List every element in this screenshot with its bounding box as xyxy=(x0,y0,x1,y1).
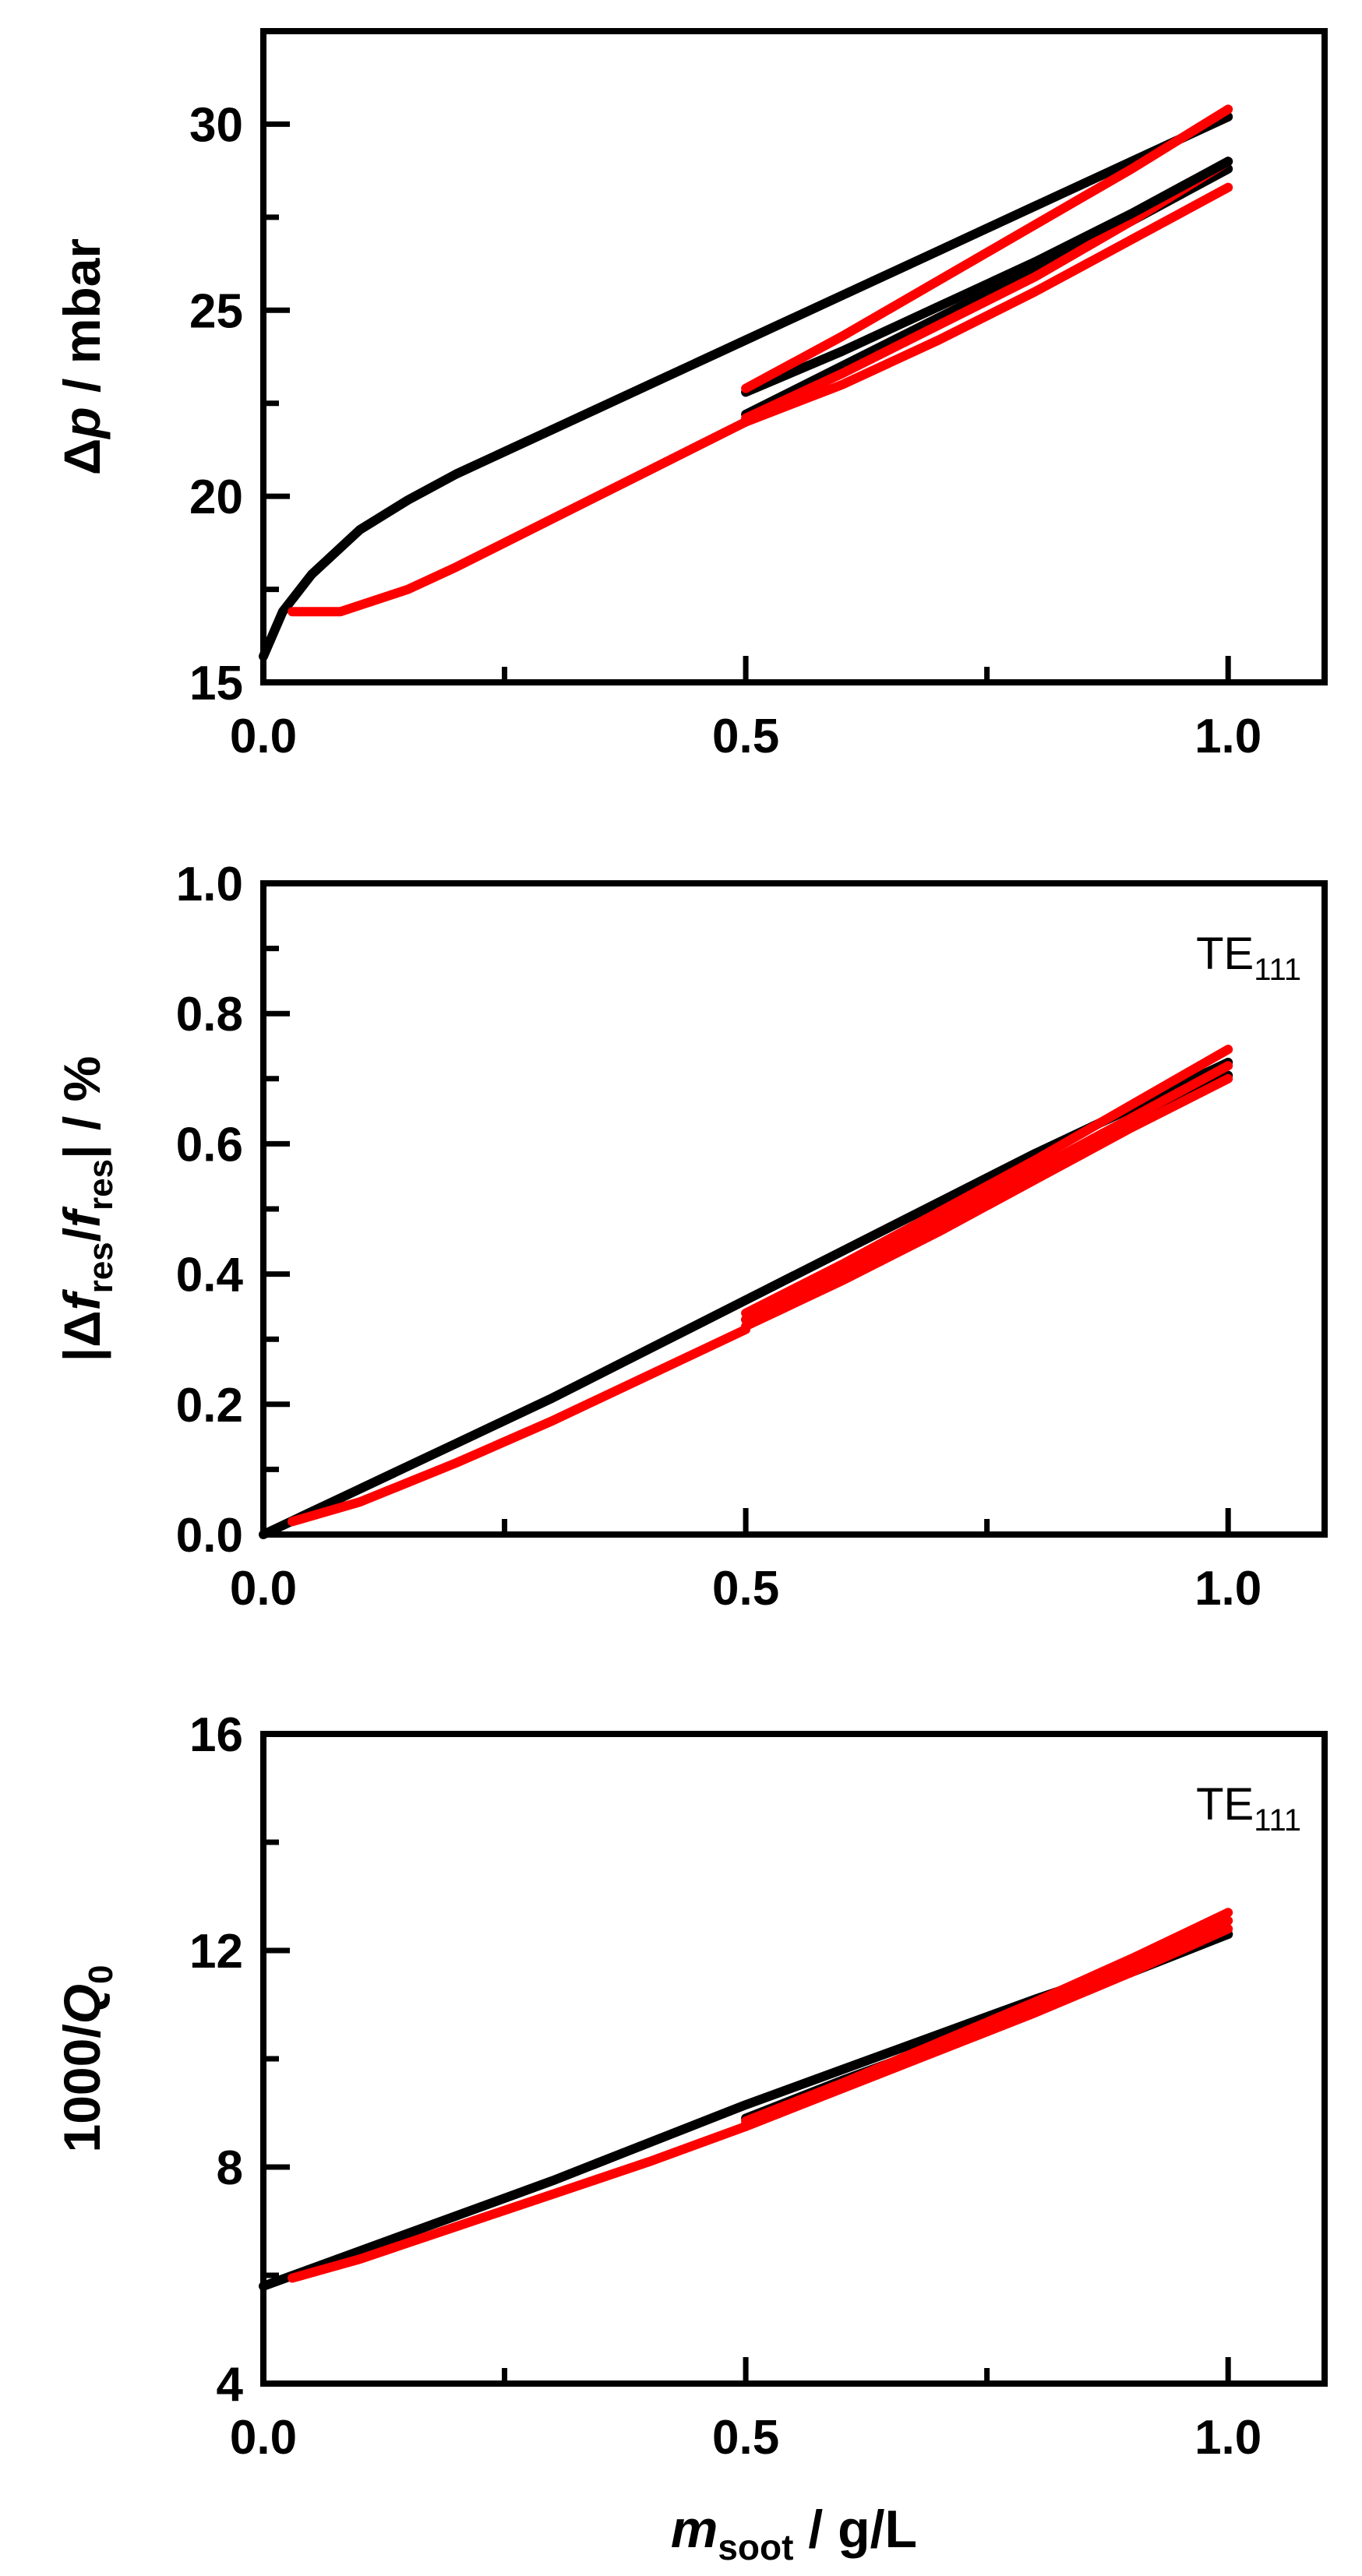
series-line-red-5 xyxy=(741,157,1233,423)
series-line-red-6 xyxy=(741,1908,1233,2126)
series-group xyxy=(259,104,1233,661)
x-ticks: 0.0 0.5 1.0 xyxy=(230,1508,1261,1616)
x-ticks: 0.0 0.5 1.0 xyxy=(230,2357,1261,2465)
chart-panel-3: 0.0 0.5 1.0 4 8 12 16 1000/Q0 TE111 msoot / g/L xyxy=(53,1708,1328,2567)
series-line-black-1 xyxy=(259,111,1233,661)
series-group xyxy=(259,1045,1233,1539)
y-axis-label: Δp / mbar xyxy=(53,238,111,475)
x-tick-label: 1.0 xyxy=(1194,1562,1261,1616)
x-tick-label: 0.5 xyxy=(712,1562,779,1616)
x-tick-label: 0.5 xyxy=(712,2411,779,2465)
y-tick-label: 20 xyxy=(189,470,243,524)
mode-annotation: TE111 xyxy=(1196,1779,1301,1838)
series-line-red-5 xyxy=(741,1061,1233,1325)
series-line-red-6 xyxy=(741,1045,1233,1318)
plot-frame xyxy=(260,1731,1328,2387)
x-tick-label: 1.0 xyxy=(1194,2411,1261,2465)
y-tick-label: 0.8 xyxy=(176,988,243,1041)
x-tick-label: 0.5 xyxy=(712,710,779,763)
y-tick-label: 30 xyxy=(189,98,243,152)
series-group xyxy=(259,1908,1233,2291)
series-line-red-2 xyxy=(288,1324,751,1527)
y-tick-label: 25 xyxy=(189,284,243,338)
x-ticks: 0.0 0.5 1.0 xyxy=(230,656,1261,763)
x-tick-label: 0.0 xyxy=(230,710,297,763)
y-tick-label: 1.0 xyxy=(176,858,243,911)
x-tick-label: 1.0 xyxy=(1194,710,1261,763)
chart-panel-2: 0.0 0.5 1.0 0.0 0.2 0.4 0.6 0.8 1.0 |Δfres/fres| … xyxy=(53,858,1328,1616)
y-tick-label: 0.2 xyxy=(176,1379,243,1432)
plot-frame xyxy=(260,880,1328,1538)
y-tick-label: 8 xyxy=(217,2141,243,2195)
plot-frame xyxy=(260,28,1328,685)
series-line-red-4 xyxy=(741,1073,1233,1331)
y-axis-label: |Δfres/fres| / % xyxy=(53,1056,120,1362)
x-tick-label: 0.0 xyxy=(230,2411,297,2465)
y-tick-label: 0.6 xyxy=(176,1118,243,1172)
chart-panel-1: 0.0 0.5 1.0 15 20 25 30 Δp / mbar xyxy=(53,28,1328,763)
series-line-red-2 xyxy=(288,417,751,617)
y-ticks: 0.0 0.2 0.4 0.6 0.8 1.0 xyxy=(176,858,290,1563)
x-axis-label: msoot / g/L xyxy=(671,2500,917,2567)
series-line-black-6 xyxy=(741,157,1233,397)
y-tick-label: 0.4 xyxy=(176,1249,244,1302)
y-ticks: 15 20 25 30 xyxy=(189,28,290,710)
series-line-red-3 xyxy=(741,182,1233,427)
y-tick-label: 15 xyxy=(189,657,243,710)
y-tick-label: 4 xyxy=(217,2358,244,2412)
y-tick-label: 0.0 xyxy=(176,1509,243,1563)
series-line-red-2 xyxy=(288,2121,751,2283)
y-tick-label: 12 xyxy=(189,1925,243,1979)
y-ticks: 4 8 12 16 xyxy=(189,1708,290,2412)
series-line-red-7 xyxy=(741,104,1233,393)
y-axis-label: 1000/Q0 xyxy=(53,1965,120,2153)
y-tick-label: 16 xyxy=(189,1708,243,1762)
mode-annotation: TE111 xyxy=(1196,929,1301,987)
x-tick-label: 0.0 xyxy=(230,1562,297,1616)
